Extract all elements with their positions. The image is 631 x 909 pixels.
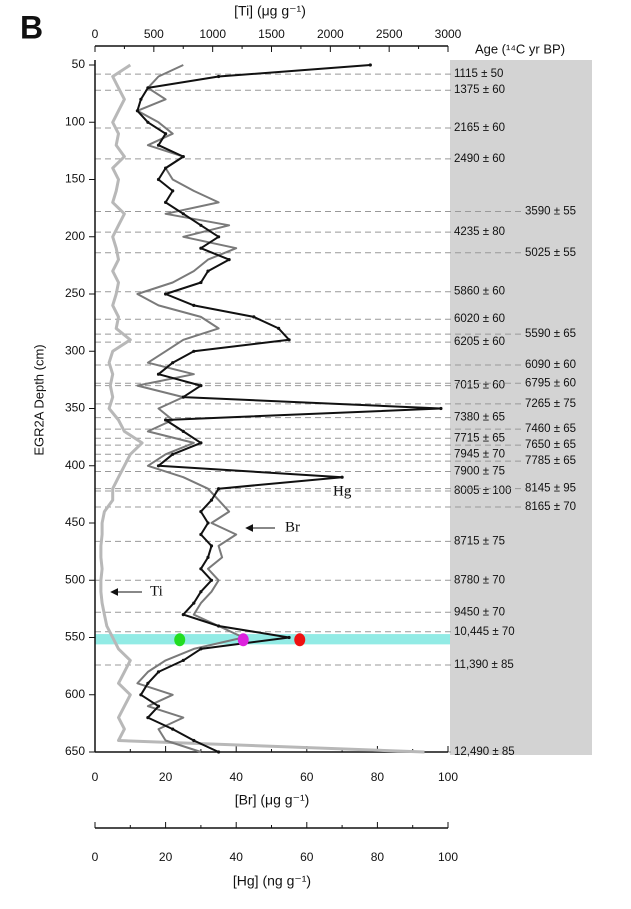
ti-tick-label: 3000 [435, 27, 462, 41]
age-label: 8005 ± 100 [454, 485, 511, 497]
age-label: 8780 ± 70 [454, 574, 505, 586]
age-label: 7650 ± 65 [525, 439, 576, 451]
ti-tick-label: 2500 [376, 27, 403, 41]
y-tick-label: 500 [65, 572, 85, 586]
age-label: 6090 ± 60 [525, 359, 576, 371]
br-tick-label: 100 [438, 770, 458, 784]
age-label: 7715 ± 65 [454, 432, 505, 444]
age-label: 7945 ± 70 [454, 448, 505, 460]
age-label: 7785 ± 65 [525, 455, 576, 467]
y-tick-label: 600 [65, 687, 85, 701]
series-line [135, 63, 443, 754]
br-tick-label: 60 [300, 770, 314, 784]
y-tick-label: 200 [65, 229, 85, 243]
br-tick-label: 20 [159, 770, 173, 784]
panel-label: B [20, 9, 43, 45]
age-label: 8145 ± 95 [525, 483, 576, 495]
br-tick-label: 40 [230, 770, 244, 784]
series-label: Hg [333, 483, 352, 499]
y-tick-label: 400 [65, 458, 85, 472]
age-label: 5590 ± 65 [525, 328, 576, 340]
ti-tick-label: 0 [92, 27, 99, 41]
hg-tick-label: 60 [300, 850, 314, 864]
hg-tick-label: 20 [159, 850, 173, 864]
hg-tick-label: 100 [438, 850, 458, 864]
age-label: 5860 ± 60 [454, 286, 505, 298]
marker-point [294, 633, 306, 647]
hg-tick-label: 80 [371, 850, 385, 864]
age-label: 7380 ± 65 [454, 412, 505, 424]
y-tick-label: 50 [72, 57, 86, 71]
y-tick-label: 100 [65, 114, 85, 128]
age-label: 9450 ± 70 [454, 606, 505, 618]
ti-axis-title: [Ti] (μg g⁻¹) [234, 3, 306, 19]
y-tick-label: 550 [65, 630, 85, 644]
age-label: 11,390 ± 85 [454, 659, 514, 671]
age-label: 7900 ± 75 [454, 466, 505, 478]
age-label: 7265 ± 75 [525, 398, 576, 410]
ti-tick-label: 1500 [258, 27, 285, 41]
br-tick-label: 0 [92, 770, 99, 784]
y-tick-label: 450 [65, 515, 85, 529]
age-label: 7460 ± 65 [525, 423, 576, 435]
age-label: 6795 ± 60 [525, 377, 576, 389]
age-label: 12,490 ± 85 [454, 746, 515, 758]
age-label: 8165 ± 70 [525, 501, 576, 513]
age-title: Age (¹⁴C yr BP) [475, 41, 565, 56]
marker-point [174, 633, 186, 647]
br-axis-title: [Br] (μg g⁻¹) [235, 792, 310, 808]
hg-tick-label: 40 [230, 850, 244, 864]
series-label: Br [285, 519, 300, 535]
age-label: 6020 ± 60 [454, 313, 505, 325]
age-label: 2490 ± 60 [454, 153, 505, 165]
y-tick-label: 350 [65, 401, 85, 415]
age-panel [450, 60, 592, 755]
hg-tick-label: 0 [92, 850, 99, 864]
y-tick-label: 300 [65, 343, 85, 357]
series-label: Ti [150, 583, 163, 599]
ti-tick-label: 2000 [317, 27, 344, 41]
series-line [99, 63, 425, 754]
age-label: 8715 ± 75 [454, 535, 505, 547]
ti-tick-label: 500 [144, 27, 164, 41]
br-tick-label: 80 [371, 770, 385, 784]
age-label: 1115 ± 50 [454, 68, 503, 80]
y-axis-title: EGR2A Depth (cm) [31, 344, 46, 455]
age-label: 2165 ± 60 [454, 122, 505, 134]
y-tick-label: 150 [65, 172, 85, 186]
y-tick-label: 650 [65, 744, 85, 758]
age-label: 10,445 ± 70 [454, 626, 515, 638]
y-tick-label: 250 [65, 286, 85, 300]
age-label: 6205 ± 60 [454, 336, 505, 348]
age-label: 4235 ± 80 [454, 226, 505, 238]
hg-axis-title: [Hg] (ng g⁻¹) [233, 873, 311, 889]
age-label: 7015 ± 60 [454, 380, 505, 392]
series-line [136, 64, 245, 753]
age-label: 5025 ± 55 [525, 247, 576, 259]
ti-tick-label: 1000 [199, 27, 226, 41]
age-label: 1375 ± 60 [454, 84, 505, 96]
age-label: 3590 ± 55 [525, 206, 576, 218]
marker-point [237, 633, 249, 647]
